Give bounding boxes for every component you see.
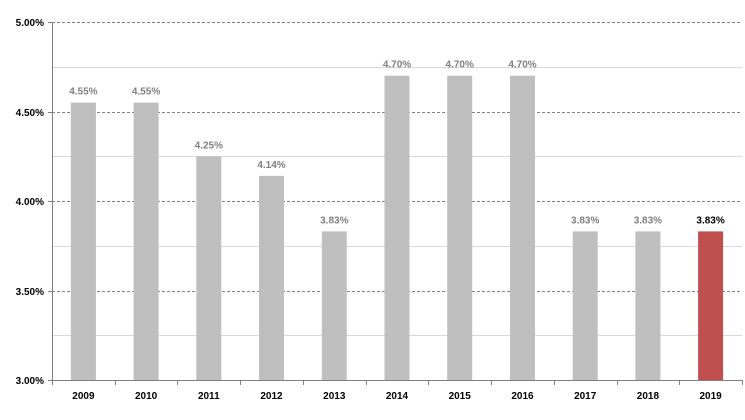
bar-2017 <box>572 231 598 380</box>
bar-2016 <box>510 75 535 380</box>
bar-2012 <box>259 175 284 380</box>
data-label-2017: 3.83% <box>571 215 599 226</box>
y-tick-label: 3.00% <box>16 376 44 387</box>
bar-2019 <box>698 231 724 380</box>
x-tick-label: 2018 <box>637 391 660 402</box>
bars <box>70 75 724 381</box>
bar-2009 <box>70 102 96 380</box>
data-label-2013: 3.83% <box>320 215 348 226</box>
data-label-2011: 4.25% <box>195 140 223 151</box>
x-tick-label: 2019 <box>699 391 722 402</box>
data-label-2015: 4.70% <box>446 60 474 71</box>
data-label-2014: 4.70% <box>383 60 411 71</box>
data-label-2016: 4.70% <box>508 60 536 71</box>
x-tick-label: 2015 <box>449 391 472 402</box>
y-tick-label: 5.00% <box>16 18 44 29</box>
bar-2018 <box>635 231 661 380</box>
bar-2014 <box>384 75 410 380</box>
x-tick-label: 2017 <box>574 391 597 402</box>
x-tick-label: 2011 <box>198 391 220 402</box>
data-label-2018: 3.83% <box>634 215 662 226</box>
data-label-2009: 4.55% <box>69 87 97 98</box>
y-tick-label: 3.50% <box>16 287 44 298</box>
data-label-2010: 4.55% <box>132 87 160 98</box>
x-tick-label: 2014 <box>386 391 409 402</box>
bar-2010 <box>133 102 159 380</box>
bar-2013 <box>321 231 347 380</box>
bar-2015 <box>447 75 473 380</box>
x-tick-label: 2016 <box>511 391 534 402</box>
data-label-2012: 4.14% <box>257 160 285 171</box>
y-tick-label: 4.00% <box>16 197 44 208</box>
bar-2011 <box>196 156 222 381</box>
x-tick-label: 2012 <box>260 391 283 402</box>
x-tick-label: 2010 <box>135 391 158 402</box>
axes: 3.00% 3.50% 4.00% 4.50% 5.00% 2009 2010 2011 201… <box>16 18 743 402</box>
y-tick-label: 4.50% <box>16 108 44 119</box>
x-tick-label: 2009 <box>72 391 95 402</box>
data-label-2019: 3.83% <box>696 215 724 226</box>
data-labels: 4.55% 4.55% 4.25% 4.14% 3.83% 4.70% 4.70% 4.70%… <box>69 60 725 227</box>
x-tick-label: 2013 <box>323 391 346 402</box>
